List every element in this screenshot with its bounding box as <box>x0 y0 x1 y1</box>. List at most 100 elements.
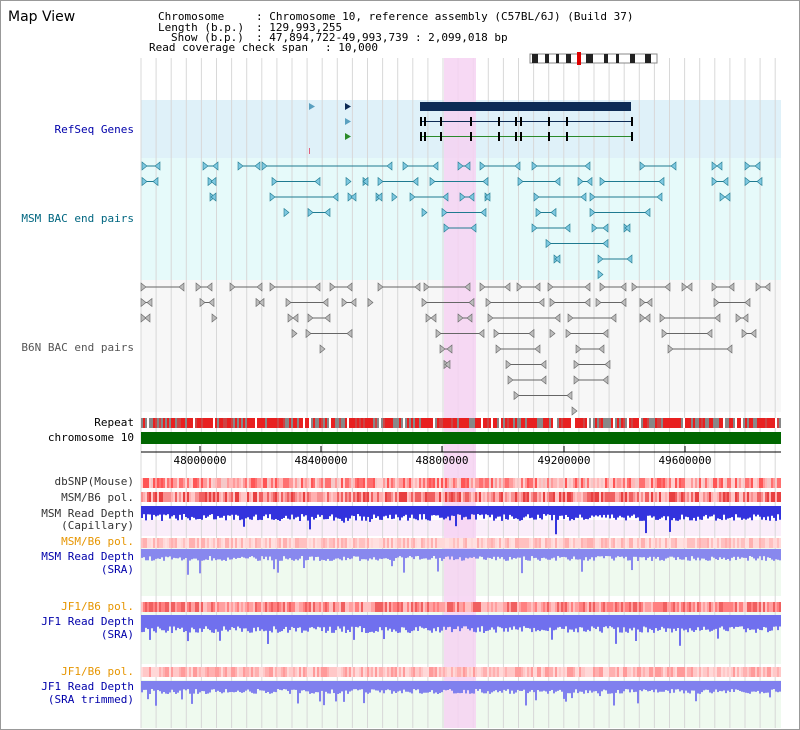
jf1-depth-trim-bar <box>479 681 481 690</box>
msm-depth-sra-bar <box>607 549 609 557</box>
msm-depth-cap-bar <box>325 506 327 520</box>
jf1-depth-trim-bar <box>667 681 669 691</box>
msm-depth-sra-bar <box>377 549 379 561</box>
jf1-depth-sra-bar <box>495 615 497 633</box>
jf1-pol-cell <box>273 602 275 612</box>
msm-pol2-cell <box>369 538 371 548</box>
msm-pol-cell <box>661 492 663 502</box>
msm-depth-cap-bar <box>217 506 219 517</box>
msm-pol2-cell <box>647 538 649 548</box>
msm-pol2-cell <box>583 538 585 548</box>
msm-depth-sra-bar <box>763 549 765 557</box>
jf1-pol2-cell <box>531 667 533 677</box>
jf1-pol2-cell <box>335 667 337 677</box>
msm-depth-sra-bar <box>157 549 159 559</box>
repeat-cell <box>675 418 677 428</box>
jf1-pol-cell <box>611 602 613 612</box>
refseq-genes-label[interactable]: RefSeq Genes <box>54 123 134 136</box>
jf1-depth-trim-bar <box>455 681 457 694</box>
repeat-cell <box>723 418 725 428</box>
jf1-depth-sra-bar <box>461 615 463 629</box>
jf1-depth-label-1: JF1 Read Depth <box>41 615 134 628</box>
msm-depth-sra-bar <box>307 549 309 560</box>
jf1-depth-sra-bar <box>465 615 467 627</box>
jf1-pol-cell <box>659 602 661 612</box>
msm-depth-cap-bar <box>557 506 559 520</box>
msm-pol2-cell <box>749 538 751 548</box>
jf1-depth-trim-bar <box>243 681 245 693</box>
page-title: Map View <box>8 9 76 25</box>
msm-pol-cell <box>515 492 517 502</box>
jf1-depth-sra-bar <box>321 615 323 632</box>
jf1-depth-trim-bar <box>647 681 649 692</box>
dbsnp-cell <box>713 478 715 488</box>
msm-pol2-cell <box>399 538 401 548</box>
jf1-pol2-cell <box>633 667 635 677</box>
jf1-pol-cell <box>269 602 271 612</box>
msm-pol-cell <box>447 492 449 502</box>
dbsnp-cell <box>315 478 317 488</box>
repeat-cell <box>737 418 739 428</box>
jf1-pol2-cell <box>543 667 545 677</box>
jf1-pol2-cell <box>535 667 537 677</box>
jf1-depth-sra-bar <box>229 615 231 630</box>
repeat-cell <box>639 418 641 428</box>
jf1-pol-cell <box>405 602 407 612</box>
ideogram <box>529 53 658 64</box>
msm-pol2-cell <box>585 538 587 548</box>
ideogram-position-marker <box>577 52 581 65</box>
jf1-pol-cell <box>743 602 745 612</box>
jf1-pol2-cell <box>673 667 675 677</box>
jf1-depth-trim-bar <box>631 681 633 690</box>
jf1-depth-trim-bar <box>555 681 557 692</box>
b6n-bac-label[interactable]: B6N BAC end pairs <box>21 341 134 354</box>
jf1-depth-trim-bar <box>521 681 523 691</box>
msm-pol-cell <box>635 492 637 502</box>
jf1-pol2-cell <box>159 667 161 677</box>
msm-pol2-cell <box>303 538 305 548</box>
jf1-depth-trim-bar <box>565 681 567 702</box>
repeat-cell <box>509 418 511 428</box>
jf1-pol-cell <box>355 602 357 612</box>
jf1-pol-cell <box>409 602 411 612</box>
msm-pol2-cell <box>653 538 655 548</box>
jf1-depth-trim-bar <box>211 681 213 690</box>
msm-depth-cap-bar <box>695 506 697 521</box>
msm-pol-cell <box>183 492 185 502</box>
jf1-depth-sra-bar <box>227 615 229 632</box>
msm-pol2-cell <box>695 538 697 548</box>
msm-bac-label[interactable]: MSM BAC end pairs <box>21 212 134 225</box>
msm-depth-sra-bar <box>415 549 417 557</box>
jf1-depth-sra-bar <box>253 615 255 628</box>
b6n-bac-end <box>255 297 262 308</box>
msm-depth-sra-bar <box>615 549 617 558</box>
msm-pol-cell <box>761 492 763 502</box>
dbsnp-cell <box>261 478 263 488</box>
msm-pol-cell <box>233 492 235 502</box>
jf1-depth-sra-bar <box>435 615 437 632</box>
jf1-pol2-cell <box>241 667 243 677</box>
b6n-bac-end <box>140 297 147 308</box>
msm-pol2-cell <box>373 538 375 548</box>
msm-depth-sra-bar <box>381 549 383 560</box>
jf1-depth-trim-bar <box>769 681 771 698</box>
jf1-pol2-cell <box>403 667 405 677</box>
msm-pol-cell <box>571 492 573 502</box>
msm-pol-cell <box>437 492 439 502</box>
jf1-depth-sra-bar <box>551 615 553 640</box>
repeat-cell <box>677 418 679 428</box>
jf1-pol-cell <box>377 602 379 612</box>
msm-pol-cell <box>203 492 205 502</box>
msm-depth-sra-bar <box>467 549 469 559</box>
msm-pol2-cell <box>491 538 493 548</box>
msm-pol2-cell <box>503 538 505 548</box>
repeat-cell <box>373 418 375 428</box>
msm-pol2-cell <box>513 538 515 548</box>
repeat-cell <box>609 418 611 428</box>
msm-depth-cap-bar <box>765 506 767 521</box>
msm-pol-cell <box>539 492 541 502</box>
msm-pol2-cell <box>463 538 465 548</box>
msm-depth-sra-bar <box>387 549 389 559</box>
jf1-pol-cell <box>473 602 475 612</box>
